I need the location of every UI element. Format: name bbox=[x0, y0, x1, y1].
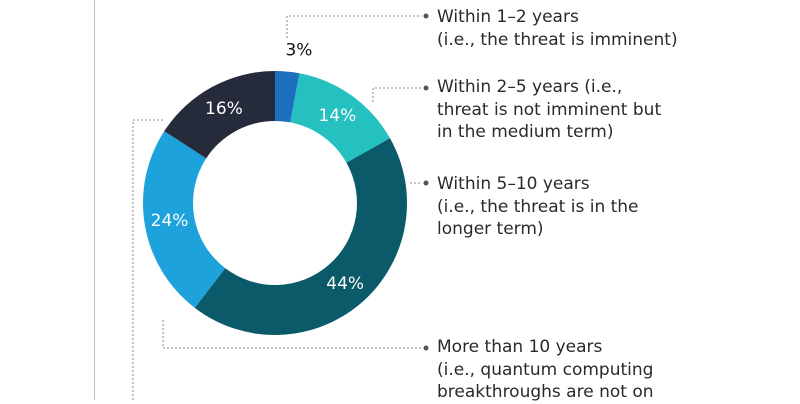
slice-other bbox=[164, 71, 275, 159]
slice-more-than-10-years bbox=[143, 131, 226, 308]
slice-percent-label: 3% bbox=[285, 41, 312, 61]
slice-within-2-5-years bbox=[290, 73, 390, 163]
leader-other bbox=[132, 119, 163, 400]
legend-label-within-2-5-years: Within 2–5 years (i.e., threat is not im… bbox=[437, 77, 662, 142]
slice-percent-label: 14% bbox=[318, 106, 356, 126]
leader-within-2-5-years bbox=[372, 87, 422, 102]
slice-percent-label: 24% bbox=[151, 211, 189, 231]
legend-label-within-5-10-years: Within 5–10 years (i.e., the threat is i… bbox=[437, 174, 639, 239]
slice-percent-label: 44% bbox=[326, 274, 364, 294]
leader-within-1-2-years bbox=[286, 15, 422, 38]
frame-divider bbox=[94, 0, 95, 400]
legend-bullet-dot bbox=[423, 180, 429, 186]
slice-within-5-10-years bbox=[194, 138, 408, 336]
slice-percent-label: 16% bbox=[205, 99, 243, 119]
leader-more-than-10-years bbox=[162, 320, 422, 349]
legend-bullet-dot bbox=[423, 345, 429, 351]
legend-bullet-dot bbox=[423, 85, 429, 91]
legend-label-more-than-10-years: More than 10 years (i.e., quantum comput… bbox=[437, 337, 654, 402]
legend-bullet-dot bbox=[423, 13, 429, 19]
legend-label-within-1-2-years: Within 1–2 years (i.e., the threat is im… bbox=[437, 7, 678, 50]
slice-within-1-2-years bbox=[275, 71, 300, 123]
